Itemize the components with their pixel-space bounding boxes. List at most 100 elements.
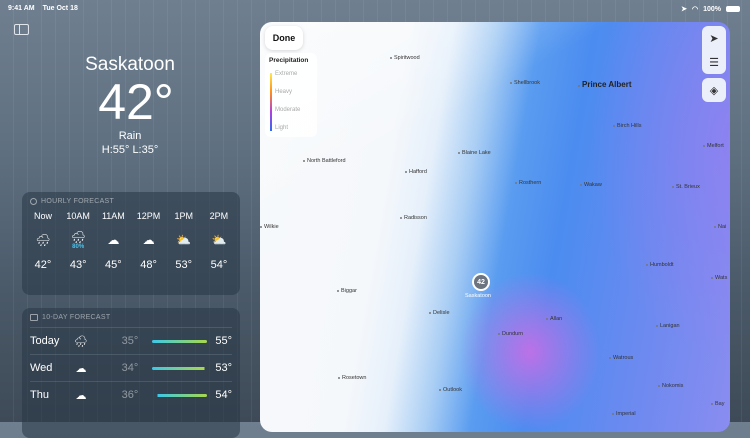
hour-item: 10AM 🌧 80% 43° [63,211,93,271]
town-label: Outlook [439,387,462,393]
day-name: Today [30,335,60,347]
sidebar-toggle-icon[interactable] [14,24,29,35]
town-label: Blaine Lake [458,150,491,156]
battery-percent: 100% [703,5,721,13]
hour-temp: 53° [175,259,193,271]
legend-title: Precipitation [269,57,309,64]
day-high: 54° [215,389,232,401]
status-right: ➤ ◠ 100% [681,5,740,13]
town-label: Delisle [429,310,450,316]
battery-icon [726,6,740,12]
condition: Rain [118,130,142,142]
location-icon: ➤ [681,6,687,13]
clock-icon [30,198,37,205]
hour-item: 12PM ☁ 48° [134,211,164,271]
hour-item: Now 🌧 42° [28,211,58,271]
legend-level: Extreme [275,71,298,77]
card-title: HOURLY FORECAST [41,198,115,205]
location-arrow-icon[interactable]: ➤ [709,32,719,45]
town-label: Nokomis [658,383,683,389]
town-label: Bay [711,401,724,407]
town-label: Melfort [703,143,724,149]
legend-level: Light [275,125,289,131]
rain-cloud-icon: 🌧 [70,230,86,244]
hour-temp: 42° [34,259,52,271]
town-label: Wats [711,275,727,281]
card-title: 10-DAY FORECAST [42,314,111,321]
hour-time: 11AM [101,211,125,221]
day-high: 55° [215,335,232,347]
day-row[interactable]: Today 🌧 35° 55° [30,327,232,354]
hour-time: 2PM [209,211,229,221]
day-low: 35° [121,335,139,347]
hour-item: 11AM ☁ 45° [98,211,128,271]
cloud-icon: ☁ [107,233,120,247]
status-bar: 9:41 AM Tue Oct 18 [8,5,86,12]
precip-chance: 80% [72,244,85,250]
temp-range-bar [152,393,208,397]
temp-range-bar [152,366,208,370]
hour-time: 1PM [174,211,193,221]
daily-forecast-card: 10-DAY FORECAST Today 🌧 35° 55° Wed ☁ 34… [22,308,240,438]
town-label: Hafford [405,169,427,175]
hour-time: 12PM [136,211,161,221]
town-label: Allan [546,316,562,322]
done-button[interactable]: Done [265,26,303,50]
hour-temp: 48° [140,259,157,271]
town-label: Imperial [612,411,636,417]
hour-temp: 45° [105,259,122,271]
temp-range-bar [152,339,208,343]
town-label: Spiritwood [390,55,420,61]
list-icon[interactable]: ☰ [709,56,719,69]
map-controls: ➤ ☰ [702,26,726,74]
hour-item: 1PM ⛅ 53° [169,211,199,271]
rain-cloud-icon: 🌧 [74,335,88,348]
day-name: Wed [30,362,53,374]
hour-item: 2PM ⛅ 54° [204,211,234,271]
high-low: H:55° L:35° [101,144,159,156]
legend-level: Heavy [275,89,293,95]
cloud-icon: ☁ [142,233,155,247]
town-label: Lanigan [656,323,680,329]
town-label: Dundurn [498,331,523,337]
day-row[interactable]: Thu ☁ 36° 54° [30,381,232,408]
cloud-icon: ☁ [75,362,87,375]
day-row[interactable]: Wed ☁ 34° 53° [30,354,232,381]
hour-temp: 54° [210,259,228,271]
partly-sunny-icon: ⛅ [176,233,192,247]
partly-sunny-icon: ⛅ [211,233,227,247]
marker-label: Saskatoon [465,293,491,299]
current-temp: 42° [98,74,174,130]
day-name: Thu [30,389,49,401]
town-label: Rosetown [338,375,366,381]
day-low: 34° [121,362,139,374]
status-time: 9:41 AM [8,5,35,12]
hourly-forecast-card: HOURLY FORECAST Now 🌧 42° 10AM 🌧 80% 43° … [22,192,240,295]
town-label: Wilkie [260,224,279,230]
day-low: 36° [121,389,139,401]
hour-time: Now [33,211,52,221]
city-name: Saskatoon [85,54,175,75]
legend-scale [270,73,272,131]
town-label: Nai [714,224,726,230]
town-label: Shellbrook [510,80,540,86]
town-label: Watrous [609,355,633,361]
day-high: 53° [215,362,232,374]
town-label: North Battleford [303,158,346,164]
layers-icon[interactable]: ◈ [709,84,719,97]
precipitation-map[interactable]: Done Precipitation Extreme Heavy Moderat… [260,22,730,432]
precipitation-legend: Precipitation Extreme Heavy Moderate Lig… [265,53,317,137]
town-label: Biggar [337,288,357,294]
town-label: Wakaw [580,182,602,188]
status-date: Tue Oct 18 [42,5,78,12]
hour-time: 10AM [66,211,90,221]
town-label: Prince Albert [578,80,632,89]
layers-control: ◈ [702,78,726,102]
legend-level: Moderate [275,107,301,113]
town-label: St. Brieux [672,184,700,190]
cloud-icon: ☁ [75,389,87,402]
calendar-icon [30,314,38,321]
location-marker[interactable]: 42 [472,273,490,291]
hour-temp: 43° [69,259,87,271]
town-label: Birch Hills [613,123,641,129]
